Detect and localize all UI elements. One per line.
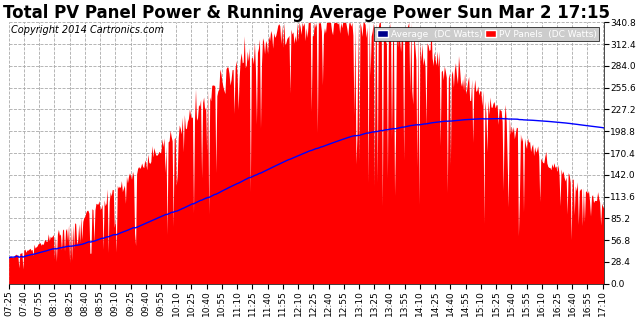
Text: Copyright 2014 Cartronics.com: Copyright 2014 Cartronics.com — [12, 25, 164, 35]
Title: Total PV Panel Power & Running Average Power Sun Mar 2 17:15: Total PV Panel Power & Running Average P… — [3, 4, 610, 22]
Legend: Average  (DC Watts), PV Panels  (DC Watts): Average (DC Watts), PV Panels (DC Watts) — [374, 27, 599, 41]
